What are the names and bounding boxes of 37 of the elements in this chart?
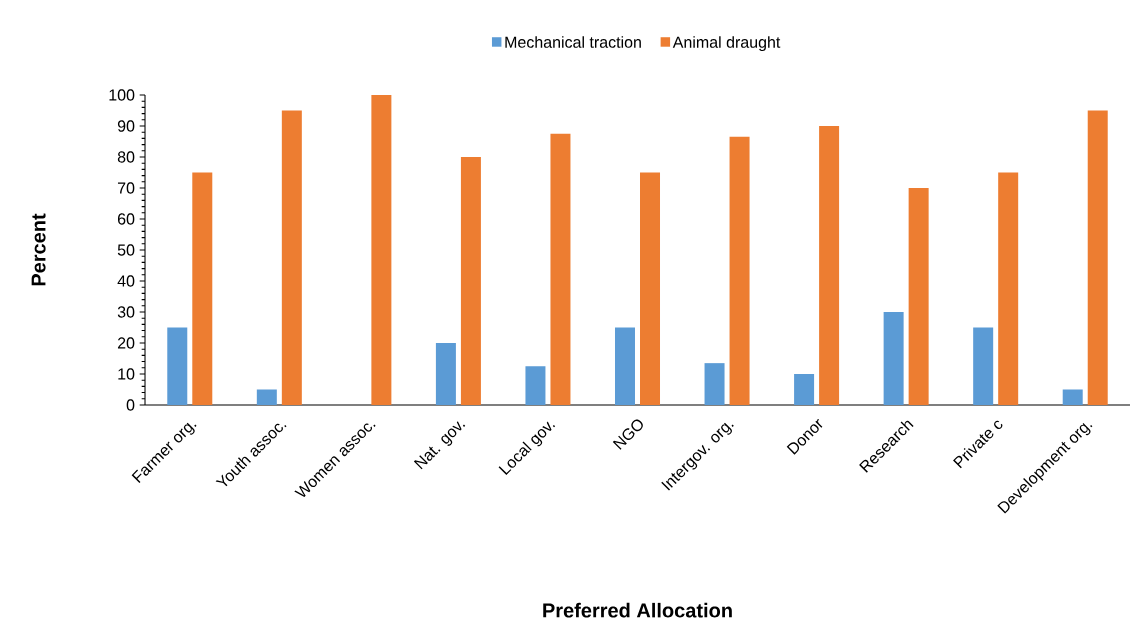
bar	[819, 125, 840, 405]
bar	[192, 172, 213, 405]
bar	[908, 187, 929, 405]
y-tick-label: 10	[118, 368, 135, 380]
bar	[729, 136, 750, 405]
bar	[435, 342, 456, 405]
y-tick-label: 50	[117, 244, 135, 256]
bar	[794, 373, 815, 405]
bar	[640, 172, 661, 405]
x-axis-title: Preferred Allocation	[543, 602, 732, 618]
bar	[550, 133, 571, 405]
bar	[371, 95, 392, 405]
bar	[973, 327, 994, 405]
bar	[883, 311, 904, 405]
y-tick-label: 20	[117, 337, 135, 349]
y-tick-label: 90	[117, 120, 135, 132]
bar	[1087, 110, 1108, 405]
y-tick-label: 80	[117, 151, 135, 163]
y-tick-label: 0	[126, 399, 135, 411]
bar	[1062, 389, 1083, 405]
bar	[615, 327, 635, 405]
y-tick-label: 100	[109, 89, 135, 101]
x-tick-label: Nat. gov.	[413, 421, 466, 470]
y-tick-label: 40	[117, 275, 135, 287]
bar	[460, 156, 481, 405]
y-axis-title: Percent	[31, 213, 46, 286]
legend-label: Mechanical traction	[505, 36, 641, 48]
bar	[525, 366, 546, 405]
y-tick-label: 70	[117, 182, 135, 194]
y-tick-label: 30	[117, 306, 135, 318]
bar	[704, 363, 725, 405]
bar	[281, 110, 302, 405]
y-tick-label: 60	[117, 213, 135, 225]
legend-label: Animal draught	[672, 36, 781, 52]
bar	[256, 389, 277, 405]
bar	[998, 172, 1019, 405]
bar	[167, 327, 188, 405]
